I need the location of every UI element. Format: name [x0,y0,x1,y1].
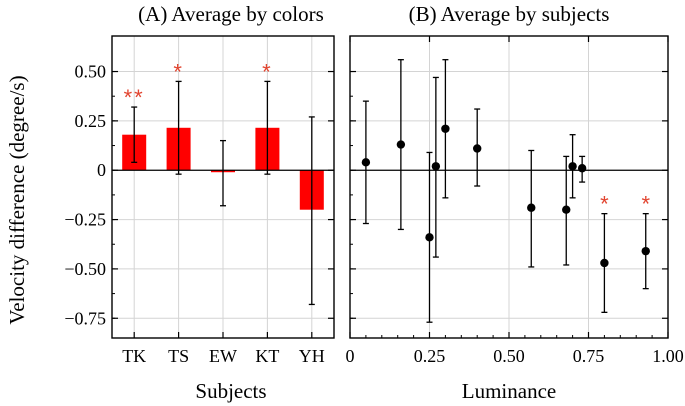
y-tick-label: 0.50 [75,62,107,82]
data-point-10 [600,258,609,268]
error-bar-ew [220,139,226,207]
data-point-3 [431,162,441,171]
panel-a-title: (A) Average by colors [138,2,324,26]
data-point-4 [441,124,450,133]
x-tick-label-2: 0.50 [493,346,525,366]
x-tick-label-ts: TS [168,346,189,366]
panel-a-significance: *** * [124,59,273,110]
panel-b: (B) Average by subjects * * 0 0.25 0.50 0.75… [346,2,684,403]
error-bar-kt [264,80,271,175]
panel-b-axes [349,35,669,339]
x-tick-label-tk: TK [122,346,146,366]
panel-a-error-bars [131,80,315,306]
data-point-2 [425,233,434,242]
x-tick-label-ew: EW [209,346,237,366]
panel-a-x-axis-label: Subjects [195,379,266,403]
significance-star-tk: ** [124,85,145,110]
data-point-5 [473,144,482,153]
error-bar-yh [308,116,315,306]
data-point-8 [568,162,577,171]
x-tick-label-4: 1.00 [652,346,684,366]
significance-star-ts: * [173,59,184,84]
data-point-11 [641,246,650,256]
error-bar-tk [131,106,138,163]
y-tick-label: −0.25 [64,210,106,230]
y-tick-label: 0.25 [75,111,107,131]
panel-b-significance: * * [600,192,650,217]
x-tick-label-1: 0.25 [414,346,446,366]
x-tick-label-yh: YH [299,346,325,366]
data-point-9 [577,164,587,173]
y-tick-label: −0.50 [64,259,106,279]
x-tick-label-3: 0.75 [573,346,605,366]
data-point-6 [527,203,536,212]
x-tick-label-kt: KT [255,346,279,366]
panel-b-x-tick-labels: 0 0.25 0.50 0.75 1.00 [346,346,684,366]
significance-star-point-10: * [600,192,609,217]
panel-b-grid [350,36,668,338]
data-point-0 [361,158,371,167]
y-tick-label: −0.75 [64,308,106,328]
panel-a-x-tick-labels: TK TS EW KT YH [122,346,325,366]
significance-star-point-11: * [641,192,650,217]
panel-b-points [361,124,650,268]
panel-b-x-axis-label: Luminance [462,379,556,403]
panel-a-axes [111,35,335,339]
significance-star-kt: * [262,59,273,84]
panel-a-y-tick-labels: 0.50 0.25 0 −0.25 −0.50 −0.75 [64,62,106,329]
error-bar-ts [175,80,182,175]
y-tick-label: 0 [97,160,106,180]
data-point-7 [562,205,571,214]
panel-b-title: (B) Average by subjects [409,2,610,26]
y-axis-label: Velocity difference (degree/s) [5,75,29,324]
x-tick-label-0: 0 [346,346,355,366]
panel-a: (A) Average by colors *** * 0.500.250−0.2… [64,2,335,403]
data-point-1 [396,140,406,149]
